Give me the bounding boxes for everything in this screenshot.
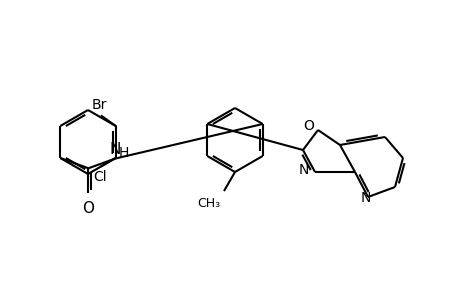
Text: H: H (118, 146, 129, 160)
Text: Br: Br (92, 98, 107, 112)
Text: N: N (298, 163, 308, 177)
Text: CH₃: CH₃ (196, 197, 219, 210)
Text: N: N (360, 191, 370, 205)
Text: N: N (109, 142, 120, 157)
Text: Cl: Cl (93, 170, 106, 184)
Text: O: O (302, 119, 313, 133)
Text: O: O (82, 201, 94, 216)
